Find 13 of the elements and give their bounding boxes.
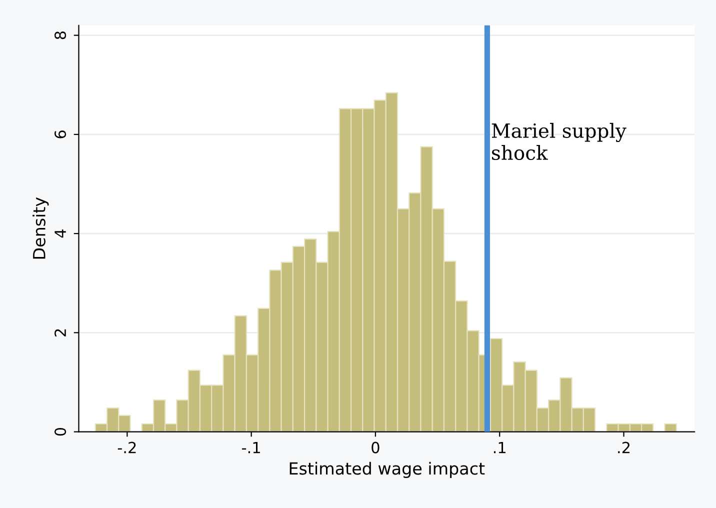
y-axis-title: Density <box>32 197 49 259</box>
y-tick-label: 0 <box>54 428 66 436</box>
y-tick-label: 4 <box>54 230 66 238</box>
y-tick-label: 6 <box>54 130 66 138</box>
x-tick-label: .2 <box>618 442 630 454</box>
x-tick-label: .1 <box>494 442 506 454</box>
ref-line-label: Mariel supply shock <box>492 122 626 160</box>
y-tick-label: 2 <box>54 329 66 336</box>
x-tick-label: -.2 <box>118 442 136 454</box>
y-tick-label: 8 <box>54 32 66 40</box>
x-tick-label: 0 <box>372 442 380 454</box>
x-axis-title: Estimated wage impact <box>290 462 485 478</box>
x-tick-label: -.1 <box>242 442 260 454</box>
